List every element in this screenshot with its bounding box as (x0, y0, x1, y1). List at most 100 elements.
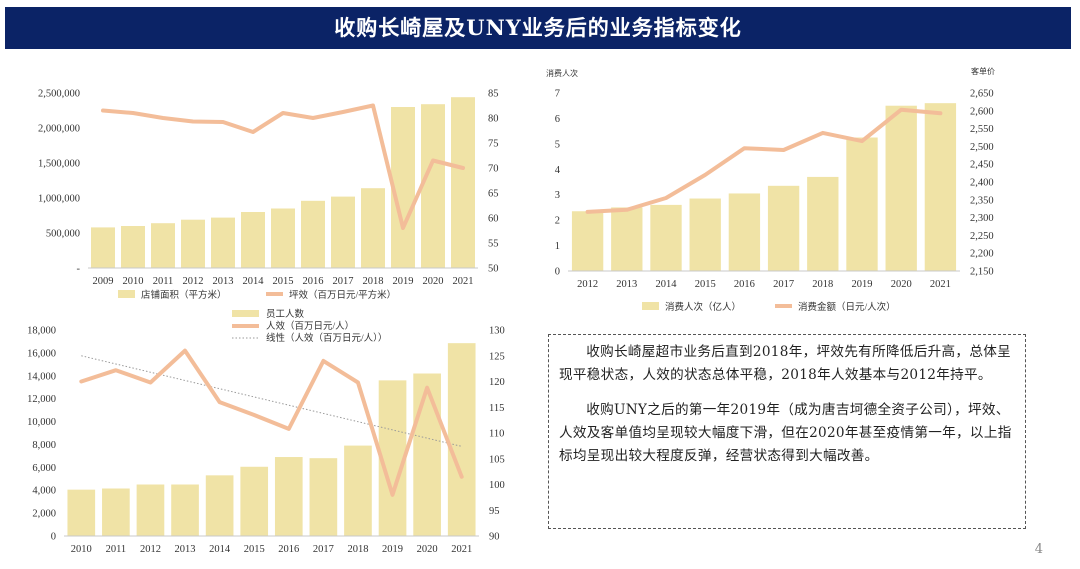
left-axis-tick-label: 4,000 (32, 486, 56, 497)
right-axis-tick-label: 70 (488, 164, 499, 175)
bar (271, 208, 295, 268)
commentary-paragraph-1: 收购长崎屋超市业务后直到2018年，坪效先有所降低后升高，总体呈现平稳状态，人效… (559, 344, 1012, 383)
right-axis-tick-label: 2,450 (970, 160, 994, 171)
right-axis-tick-label: 2,600 (970, 106, 994, 117)
x-axis-tick-label: 2010 (71, 544, 92, 555)
left-axis-tick-label: 12,000 (27, 394, 56, 405)
left-axis-tick-label: 2 (555, 216, 560, 227)
bar (211, 217, 235, 268)
bar (689, 198, 721, 271)
bar (413, 373, 441, 536)
left-axis-tick-label: 2,000 (32, 509, 56, 520)
right-axis-tick-label: 2,200 (970, 249, 994, 260)
x-axis-tick-label: 2018 (363, 276, 384, 287)
bar (885, 105, 917, 271)
bar (611, 207, 643, 271)
bar (301, 200, 325, 268)
commentary-box: 收购长崎屋超市业务后直到2018年，坪效先有所降低后升高，总体呈现平稳状态，人效… (548, 334, 1026, 529)
x-axis-tick-label: 2011 (153, 276, 174, 287)
bar (241, 212, 265, 268)
x-axis-tick-label: 2014 (656, 279, 678, 290)
left-axis-tick-label: - (77, 264, 81, 275)
x-axis-tick-label: 2021 (453, 276, 474, 287)
left-axis-tick-label: 0 (51, 532, 56, 543)
right-axis-tick-label: 85 (488, 89, 499, 100)
x-axis-tick-label: 2013 (213, 276, 234, 287)
x-axis-tick-label: 2019 (852, 279, 873, 290)
bar (205, 475, 234, 536)
right-axis-tick-label: 110 (489, 429, 504, 440)
right-axis-tick-label: 100 (489, 480, 505, 491)
left-axis-tick-label: 1,500,000 (38, 159, 80, 170)
right-axis-tick-label: 90 (489, 532, 500, 543)
left-axis-tick-label: 2,000,000 (38, 124, 80, 135)
left-axis-tick-label: 3 (555, 190, 560, 201)
left-axis-tick-label: 10,000 (27, 417, 56, 428)
right-axis-tick-label: 95 (489, 506, 500, 517)
x-axis-tick-label: 2012 (577, 279, 598, 290)
x-axis-tick-label: 2020 (891, 279, 912, 290)
x-axis-tick-label: 2013 (175, 544, 196, 555)
left-axis-tick-label: 500,000 (46, 229, 80, 240)
bar (240, 466, 269, 536)
right-axis-tick-label: 65 (488, 189, 499, 200)
right-axis-tick-label: 2,500 (970, 142, 994, 153)
bar (91, 227, 115, 268)
x-axis-tick-label: 2019 (393, 276, 414, 287)
bar (136, 484, 165, 536)
right-axis-tick-label: 2,650 (970, 89, 994, 100)
commentary-paragraph-2: 收购UNY之后的第一年2019年（成为唐吉坷德全资子公司），坪效、人效及客单值均… (559, 402, 1012, 464)
legend-bar-swatch (118, 290, 135, 298)
right-axis-tick-label: 105 (489, 454, 505, 465)
bar (846, 137, 878, 271)
right-axis-tick-label: 2,300 (970, 213, 994, 224)
x-axis-tick-label: 2011 (106, 544, 127, 555)
page-title: 收购长崎屋及UNY业务后的业务指标变化 (5, 7, 1071, 49)
x-axis-tick-label: 2014 (209, 544, 231, 555)
x-axis-tick-label: 2012 (183, 276, 204, 287)
bar (274, 457, 303, 536)
right-axis-tick-label: 125 (489, 351, 505, 362)
x-axis-tick-label: 2014 (243, 276, 265, 287)
x-axis-tick-label: 2018 (347, 544, 368, 555)
left-axis-tick-label: 0 (555, 267, 560, 278)
bar (571, 211, 604, 271)
left-axis-tick-label: 1 (555, 241, 560, 252)
bar (924, 103, 957, 272)
x-axis-tick-label: 2018 (812, 279, 833, 290)
bar (447, 343, 476, 536)
x-axis-tick-label: 2021 (451, 544, 472, 555)
left-axis-tick-label: 6 (555, 114, 560, 125)
bar (344, 445, 372, 536)
bar (309, 458, 338, 536)
bar (121, 226, 145, 268)
right-axis-tick-label: 55 (488, 239, 499, 250)
legend-label: 线性（人效（百万日元/人）） (266, 332, 387, 344)
legend-label: 消费人次（亿人） (665, 301, 741, 313)
x-axis-tick-label: 2016 (303, 276, 324, 287)
x-axis-tick-label: 2010 (123, 276, 144, 287)
trend-line (81, 355, 462, 447)
x-axis-tick-label: 2019 (382, 544, 403, 555)
x-axis-tick-label: 2012 (140, 544, 161, 555)
x-axis-tick-label: 2016 (734, 279, 755, 290)
x-axis-tick-label: 2016 (278, 544, 299, 555)
left-axis-tick-label: 4 (555, 165, 561, 176)
page-number: 4 (1034, 542, 1043, 557)
right-axis-tick-label: 80 (488, 114, 499, 125)
right-axis-tick-label: 2,400 (970, 178, 994, 189)
legend-label: 消费金额（日元/人次） (798, 301, 896, 313)
legend-label: 人效（百万日元/人） (266, 320, 354, 332)
left-axis-tick-label: 14,000 (27, 371, 56, 382)
bar (151, 223, 175, 268)
right-axis-tick-label: 120 (489, 377, 505, 388)
bar (102, 488, 130, 536)
legend-bar-swatch (232, 310, 259, 317)
x-axis-tick-label: 2020 (423, 276, 444, 287)
legend-label: 坪效（百万日元/平方米） (289, 289, 396, 301)
left-axis-tick-label: 6,000 (32, 463, 56, 474)
bar (361, 188, 385, 268)
left-axis-title: 消费人次 (546, 68, 578, 78)
